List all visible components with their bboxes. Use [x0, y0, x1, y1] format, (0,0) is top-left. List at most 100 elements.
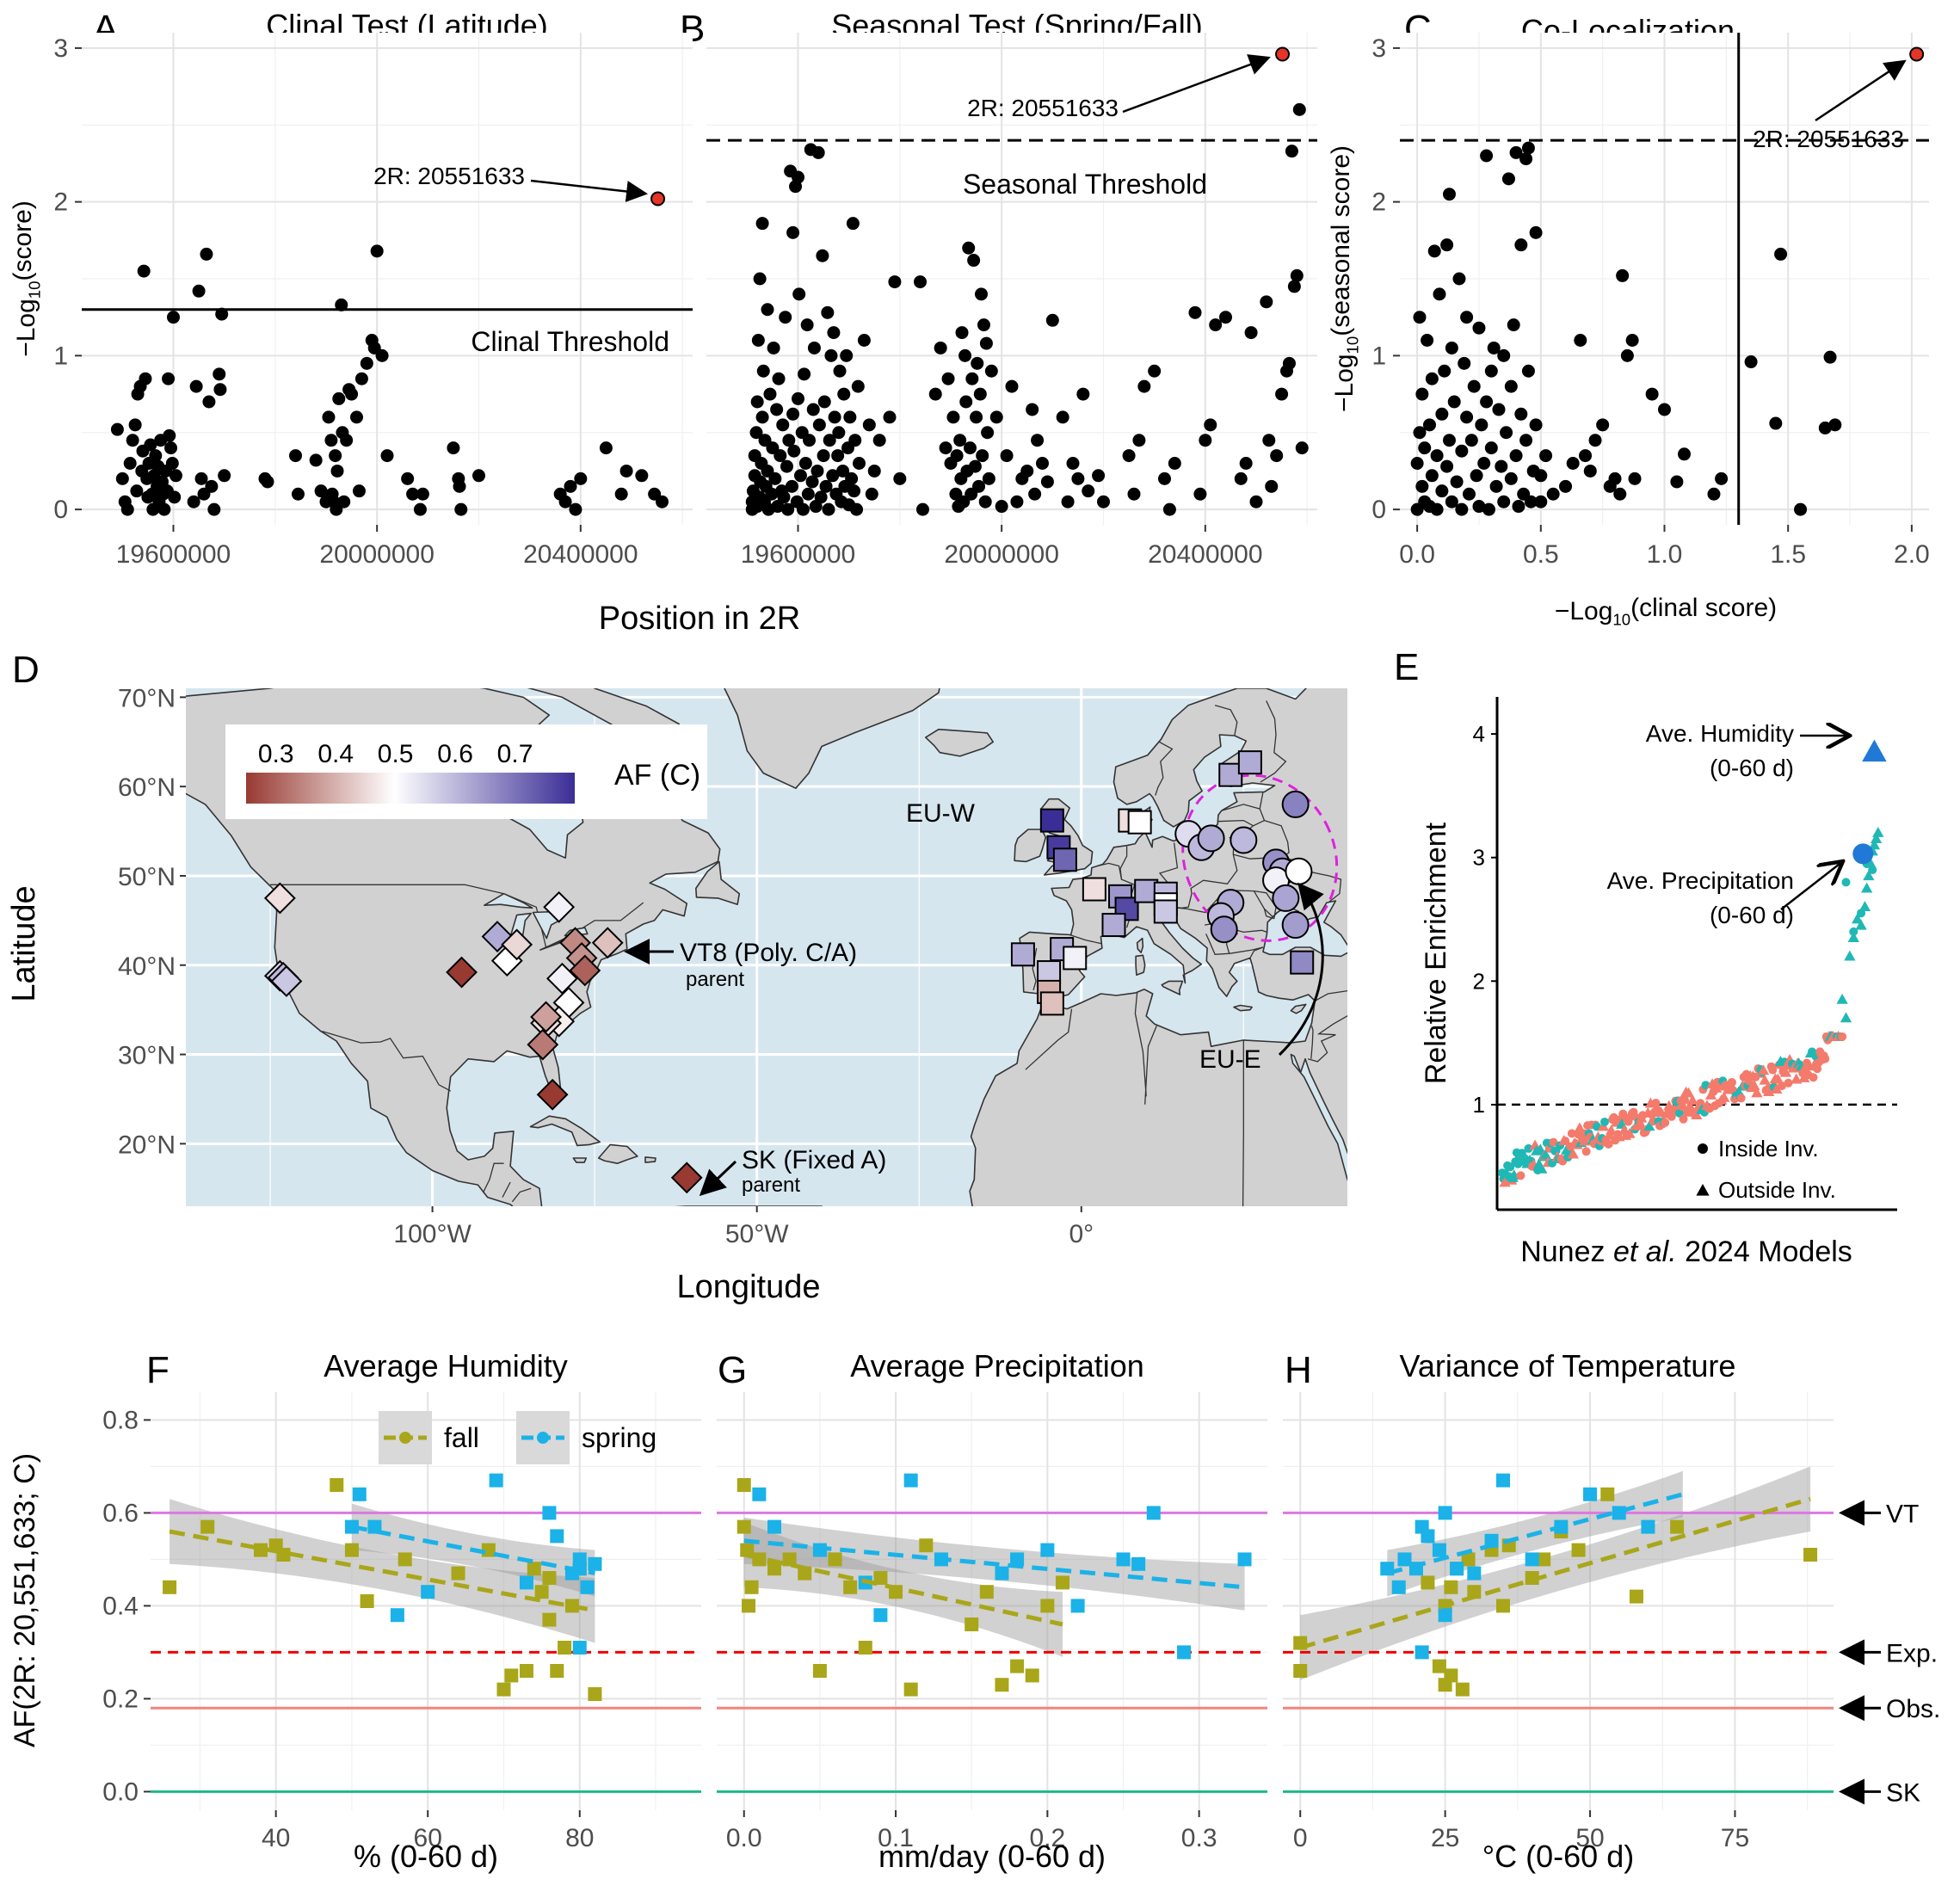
country-border	[1310, 1026, 1314, 1059]
country-border	[1233, 819, 1290, 860]
panel-f-fall-point	[542, 1612, 557, 1627]
panel-h-spring-point	[1438, 1608, 1452, 1623]
panel-c-point	[1480, 395, 1494, 409]
panel-g-background	[717, 1392, 1267, 1810]
panel-b-threshold-label: Seasonal Threshold	[963, 169, 1207, 200]
panel-b-point	[750, 395, 764, 409]
map-site-square	[1010, 942, 1035, 967]
panel-b-point	[819, 479, 833, 493]
panel-b-point	[1262, 434, 1276, 447]
panel-c-point	[1433, 287, 1446, 301]
map-site-circle	[1285, 857, 1313, 885]
panel-c-point	[1455, 502, 1469, 516]
panel-g-xlabel: mm/day (0-60 d)	[878, 1839, 1106, 1874]
panel-e-model-point	[1686, 1094, 1698, 1106]
panel-b-point	[837, 387, 851, 401]
panel-c-point	[1534, 469, 1548, 483]
map-legend-tick-label: 0.5	[378, 740, 414, 768]
panel-c-point	[1524, 495, 1538, 508]
panel-g-fall-point	[737, 1519, 751, 1534]
panel-a-point	[289, 449, 302, 463]
panel-a-point	[324, 434, 338, 447]
panel-a-point	[213, 383, 227, 397]
panel-b-point	[970, 410, 983, 424]
panel-a-point	[157, 502, 171, 516]
panel-b-point	[786, 407, 800, 421]
panel-a-point	[110, 422, 124, 436]
panel-e-precipitation-label: Ave. Precipitation	[1607, 867, 1794, 894]
panel-h-fall-point	[1432, 1659, 1446, 1673]
panel-a-point	[564, 479, 577, 493]
panel-h-spring-point	[1583, 1487, 1598, 1501]
panel-g-title: Average Precipitation	[850, 1348, 1144, 1383]
panel-f-xtick-label: 80	[565, 1824, 594, 1852]
panel-b-point	[1249, 495, 1263, 508]
panel-h-spring-point	[1397, 1552, 1412, 1567]
panel-e-model-point	[1599, 1117, 1609, 1126]
panel-c-point	[1514, 407, 1528, 421]
panel-a-point	[120, 502, 134, 516]
country-border	[1069, 934, 1102, 945]
panel-a-point	[599, 441, 613, 455]
country-border	[1221, 804, 1260, 811]
panel-b-point	[934, 341, 947, 354]
panel-a-point	[360, 356, 373, 370]
panel-f-spring-point	[519, 1575, 533, 1590]
panel-f-spring-fit-line	[351, 1525, 595, 1576]
panel-b-point	[973, 387, 987, 401]
panel-e-model-point	[1684, 1100, 1696, 1111]
panel-e-model-point	[1872, 826, 1884, 837]
panel-f-spring-point	[580, 1580, 595, 1594]
panel-g-spring-point	[1040, 1543, 1055, 1557]
map-site-diamond	[527, 1028, 559, 1061]
panel-g-fall-point	[752, 1552, 767, 1567]
map-site-square	[1153, 899, 1178, 924]
panel-e-model-point	[1868, 839, 1881, 850]
panel-b-point	[751, 334, 765, 347]
panel-g-fall-point	[782, 1552, 797, 1567]
panel-e-model-point	[1516, 1171, 1525, 1180]
panel-c-point	[1442, 188, 1456, 201]
panel-e-model-point	[1751, 1087, 1763, 1098]
panel-b-point	[976, 449, 989, 463]
panel-c-point	[1450, 475, 1464, 489]
panel-a-point	[614, 487, 628, 501]
panel-a-point	[375, 348, 389, 362]
panel-b-point	[811, 145, 825, 159]
legend-spring-dot	[537, 1432, 549, 1444]
country-border	[525, 1223, 538, 1224]
panel-b-point	[939, 441, 952, 455]
country-border	[1144, 1026, 1157, 1105]
panel-a-point	[126, 434, 139, 447]
panel-e-ytick-label: 1	[1473, 1092, 1485, 1118]
panel-b-point	[872, 434, 886, 447]
panel-a-point	[261, 475, 274, 489]
panel-c-point	[1500, 426, 1513, 440]
panel-a-point	[163, 428, 176, 442]
panel-c-point	[1440, 459, 1454, 473]
panel-b-point	[1076, 387, 1090, 401]
panel-c-point	[1445, 495, 1458, 508]
panel-f-ytick-label: 0.2	[102, 1685, 139, 1713]
puerto-rico-land	[644, 1156, 656, 1163]
panel-g-spring-point	[1237, 1552, 1252, 1567]
panel-g-fall-point	[995, 1678, 1009, 1692]
panel-b-point	[770, 403, 784, 416]
panel-b-point	[832, 426, 846, 440]
panel-f-fall-point	[398, 1552, 412, 1567]
panel-g-fall-point	[1025, 1668, 1039, 1683]
map-legend-tick-label: 0.3	[258, 740, 294, 768]
newfoundland-land	[695, 860, 741, 905]
map-ytick-label: 20°N	[118, 1131, 176, 1159]
panel-a-point	[202, 395, 216, 409]
panel-g-spring-point	[1177, 1645, 1192, 1660]
panel-a-point	[309, 453, 323, 467]
map-xlabel: Longitude	[677, 1269, 821, 1305]
panel-c-point	[1645, 387, 1659, 401]
panel-b-point	[1295, 441, 1309, 455]
panel-c-point	[1509, 449, 1523, 463]
panel-b-point	[792, 287, 806, 301]
panel-a-xtick-label: 20000000	[319, 540, 434, 569]
panel-e-model-point	[1567, 1148, 1580, 1159]
panel-e-model-point	[1858, 901, 1871, 912]
